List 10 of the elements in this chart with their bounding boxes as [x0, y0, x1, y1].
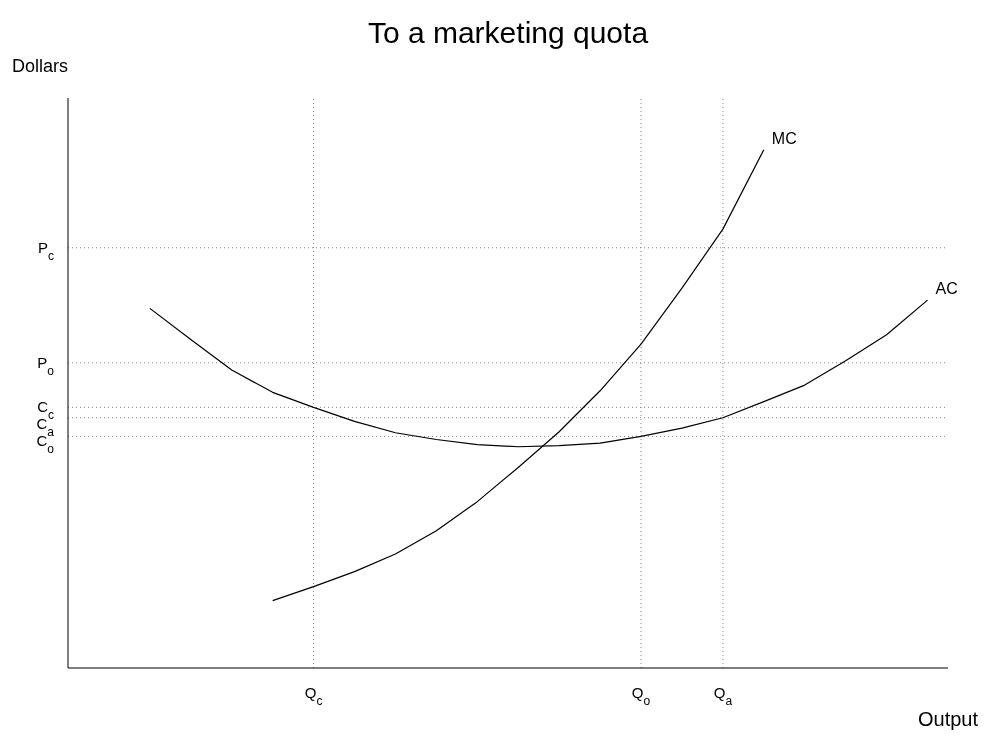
ref-line-label: P$_{o}$ — [37, 353, 55, 378]
x-tick-label: Q$_{c}$ — [304, 684, 323, 708]
x-axis-title: Output — [917, 708, 978, 731]
series-label: AC — [935, 280, 958, 298]
x-tick-label: Q$_{a}$ — [713, 684, 733, 708]
chart-title: To a marketing quota — [366, 16, 650, 50]
y-axis-title: Dollars — [12, 56, 69, 77]
ref-line-label: P$_{c}$ — [37, 238, 54, 263]
x-tick-label: Q$_{o}$ — [631, 684, 651, 708]
series-label: MC — [771, 129, 797, 147]
